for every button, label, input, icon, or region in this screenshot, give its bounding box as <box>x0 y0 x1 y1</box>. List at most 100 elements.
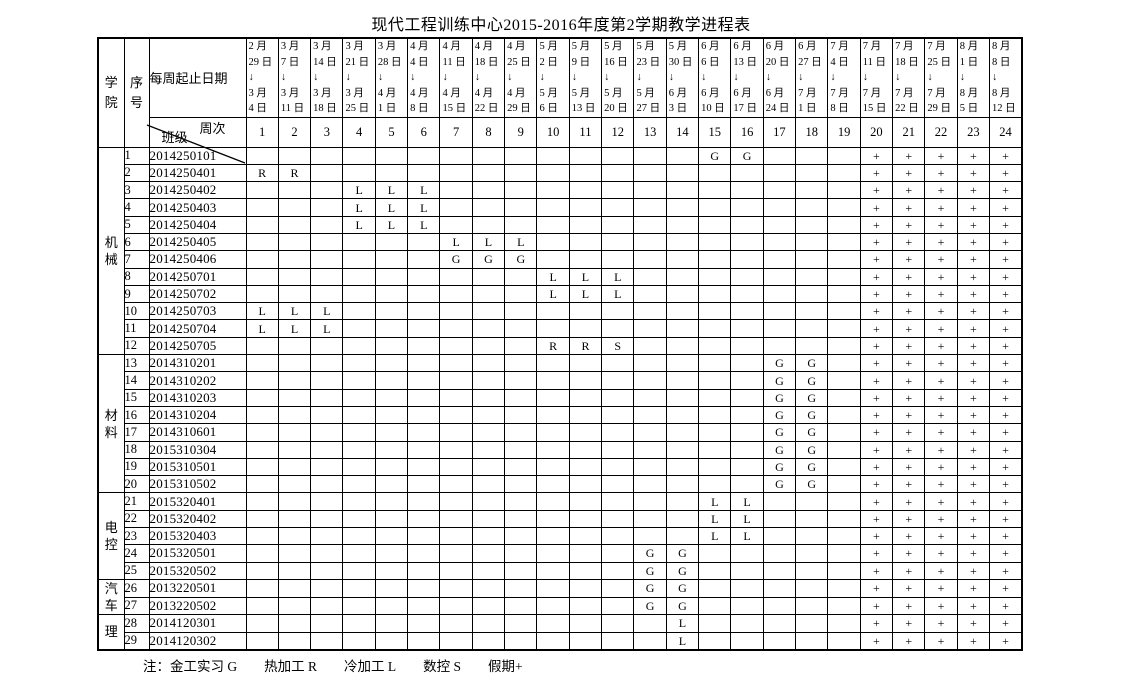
mark-cell-r11-w7 <box>439 319 473 338</box>
mark-cell-r13-w1 <box>245 354 279 373</box>
class-row-23: 23 2015320403 L L + + + + + <box>98 527 1023 546</box>
mark-cell-r1-w20: + <box>859 146 894 165</box>
seq-cell-22: 22 <box>123 509 150 529</box>
mark-cell-r2-w20: + <box>859 163 894 183</box>
mark-cell-r15-w18: G <box>795 388 829 407</box>
mark-cell-r2-w7 <box>439 163 473 183</box>
mark-cell-r10-w20: + <box>859 302 894 321</box>
mark-cell-r8-w2 <box>277 267 312 286</box>
mark-cell-r29-w2 <box>277 631 312 651</box>
mark-cell-r2-w18 <box>795 163 829 183</box>
class-row-3: 3 2014250402 L L L + + + + + <box>98 181 1023 200</box>
mark-cell-r17-w11 <box>568 423 603 442</box>
mark-cell-r5-w23: + <box>956 215 991 234</box>
mark-cell-r14-w22: + <box>924 371 958 390</box>
mark-cell-r29-w9 <box>504 631 538 651</box>
mark-cell-r21-w1 <box>245 492 279 511</box>
mark-cell-r14-w20: + <box>859 371 894 390</box>
mark-cell-r7-w22: + <box>924 250 958 269</box>
mark-cell-r21-w18 <box>795 492 829 511</box>
mark-cell-r4-w12 <box>601 198 635 217</box>
mark-cell-r19-w7 <box>439 457 473 477</box>
mark-cell-r14-w9 <box>504 371 538 390</box>
mark-cell-r25-w18 <box>795 561 829 580</box>
mark-cell-r20-w7 <box>439 475 473 494</box>
mark-cell-r8-w12: L <box>601 267 635 286</box>
class-row-7: 7 2014250406 G G G + + + + + <box>98 250 1023 269</box>
mark-cell-r16-w23: + <box>956 405 991 425</box>
mark-cell-r24-w13: G <box>633 544 667 563</box>
mark-cell-r19-w4 <box>342 457 376 477</box>
mark-cell-r11-w18 <box>795 319 829 338</box>
mark-cell-r4-w15 <box>698 198 732 217</box>
mark-cell-r10-w8 <box>471 302 506 321</box>
seq-cell-14: 14 <box>123 371 150 390</box>
mark-cell-r26-w20: + <box>859 578 894 598</box>
class-id-cell-26: 2013220501 <box>148 578 247 598</box>
mark-cell-r6-w10 <box>536 232 570 252</box>
mark-cell-r21-w22: + <box>924 492 958 511</box>
mark-cell-r14-w6 <box>407 371 441 390</box>
mark-cell-r4-w3 <box>310 198 344 217</box>
mark-cell-r15-w21: + <box>892 388 926 407</box>
mark-cell-r19-w12 <box>601 457 635 477</box>
mark-cell-r2-w10 <box>536 163 570 183</box>
mark-cell-r10-w22: + <box>924 302 958 321</box>
mark-cell-r1-w16: G <box>730 146 764 165</box>
mark-cell-r20-w13 <box>633 475 667 494</box>
mark-cell-r15-w13 <box>633 388 667 407</box>
mark-cell-r22-w10 <box>536 509 570 529</box>
mark-cell-r26-w7 <box>439 578 473 598</box>
mark-cell-r3-w24: + <box>989 181 1023 200</box>
mark-cell-r6-w2 <box>277 232 312 252</box>
mark-cell-r9-w24: + <box>989 284 1023 304</box>
mark-cell-r2-w21: + <box>892 163 926 183</box>
class-id-cell-18: 2015310304 <box>148 440 247 459</box>
mark-cell-r1-w3 <box>310 146 344 165</box>
mark-cell-r15-w11 <box>568 388 603 407</box>
mark-cell-r6-w15 <box>698 232 732 252</box>
mark-cell-r18-w17: G <box>762 440 797 459</box>
mark-cell-r17-w8 <box>471 423 506 442</box>
mark-cell-r19-w6 <box>407 457 441 477</box>
mark-cell-r27-w2 <box>277 596 312 616</box>
mark-cell-r20-w3 <box>310 475 344 494</box>
mark-cell-r6-w6 <box>407 232 441 252</box>
class-id-cell-15: 2014310203 <box>148 388 247 407</box>
mark-cell-r10-w3: L <box>310 302 344 321</box>
class-id-cell-4: 2014250403 <box>148 198 247 217</box>
mark-cell-r26-w15 <box>698 578 732 598</box>
week-23-number: 23 <box>956 116 991 148</box>
mark-cell-r15-w17: G <box>762 388 797 407</box>
mark-cell-r27-w5 <box>374 596 409 616</box>
mark-cell-r25-w13: G <box>633 561 667 580</box>
table-body: 机械 1 2014250101 G G + + + + +2 2014250401 R R + + + + +3 2… <box>97 146 1023 651</box>
mark-cell-r17-w24: + <box>989 423 1023 442</box>
mark-cell-r9-w9 <box>504 284 538 304</box>
mark-cell-r16-w11 <box>568 405 603 425</box>
mark-cell-r16-w5 <box>374 405 409 425</box>
mark-cell-r9-w7 <box>439 284 473 304</box>
mark-cell-r11-w23: + <box>956 319 991 338</box>
mark-cell-r2-w23: + <box>956 163 991 183</box>
mark-cell-r6-w19 <box>827 232 861 252</box>
week-5-number: 5 <box>374 116 409 148</box>
mark-cell-r2-w17 <box>762 163 797 183</box>
mark-cell-r17-w15 <box>698 423 732 442</box>
class-row-26: 汽车 26 2013220501 G G + + + + + <box>97 578 1023 616</box>
mark-cell-r1-w9 <box>504 146 538 165</box>
mark-cell-r28-w22: + <box>924 614 958 633</box>
mark-cell-r12-w4 <box>342 336 376 356</box>
mark-cell-r23-w4 <box>342 527 376 546</box>
mark-cell-r13-w9 <box>504 354 538 373</box>
mark-cell-r22-w19 <box>827 509 861 529</box>
mark-cell-r16-w9 <box>504 405 538 425</box>
mark-cell-r7-w23: + <box>956 250 991 269</box>
mark-cell-r25-w8 <box>471 561 506 580</box>
mark-cell-r19-w22: + <box>924 457 958 477</box>
mark-cell-r23-w24: + <box>989 527 1023 546</box>
mark-cell-r28-w21: + <box>892 614 926 633</box>
mark-cell-r13-w6 <box>407 354 441 373</box>
mark-cell-r12-w17 <box>762 336 797 356</box>
mark-cell-r15-w20: + <box>859 388 894 407</box>
